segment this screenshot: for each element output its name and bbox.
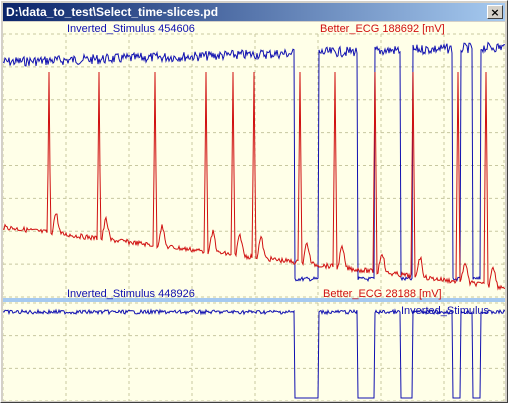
close-button[interactable]: × <box>487 5 503 19</box>
title-bar[interactable]: D:\data_to_test\Select_time-slices.pd × <box>3 3 505 21</box>
top-ecg-trace <box>3 71 505 291</box>
close-icon: × <box>490 5 500 19</box>
top-stimulus-label: Inverted_Stimulus 454606 <box>67 23 195 35</box>
plot-area[interactable]: Inverted_Stimulus 454606 Better_ECG 1886… <box>3 22 505 401</box>
bottom-overlap-label: Inverted_Stimulus <box>401 305 490 317</box>
bottom-ecg-label: Better_ECG 28188 [mV] <box>323 288 442 300</box>
panel-separator[interactable] <box>3 298 505 302</box>
bottom-panel-grid <box>3 302 505 401</box>
bottom-stimulus-label: Inverted_Stimulus 448926 <box>67 288 195 300</box>
window-title: D:\data_to_test\Select_time-slices.pd <box>6 5 219 19</box>
top-stimulus-trace <box>3 41 505 283</box>
top-ecg-label: Better_ECG 188692 [mV] <box>320 23 445 35</box>
top-panel-grid <box>3 33 505 298</box>
bottom-stimulus-trace <box>3 308 505 399</box>
signal-plot[interactable]: Inverted_Stimulus 454606 Better_ECG 1886… <box>3 22 505 401</box>
